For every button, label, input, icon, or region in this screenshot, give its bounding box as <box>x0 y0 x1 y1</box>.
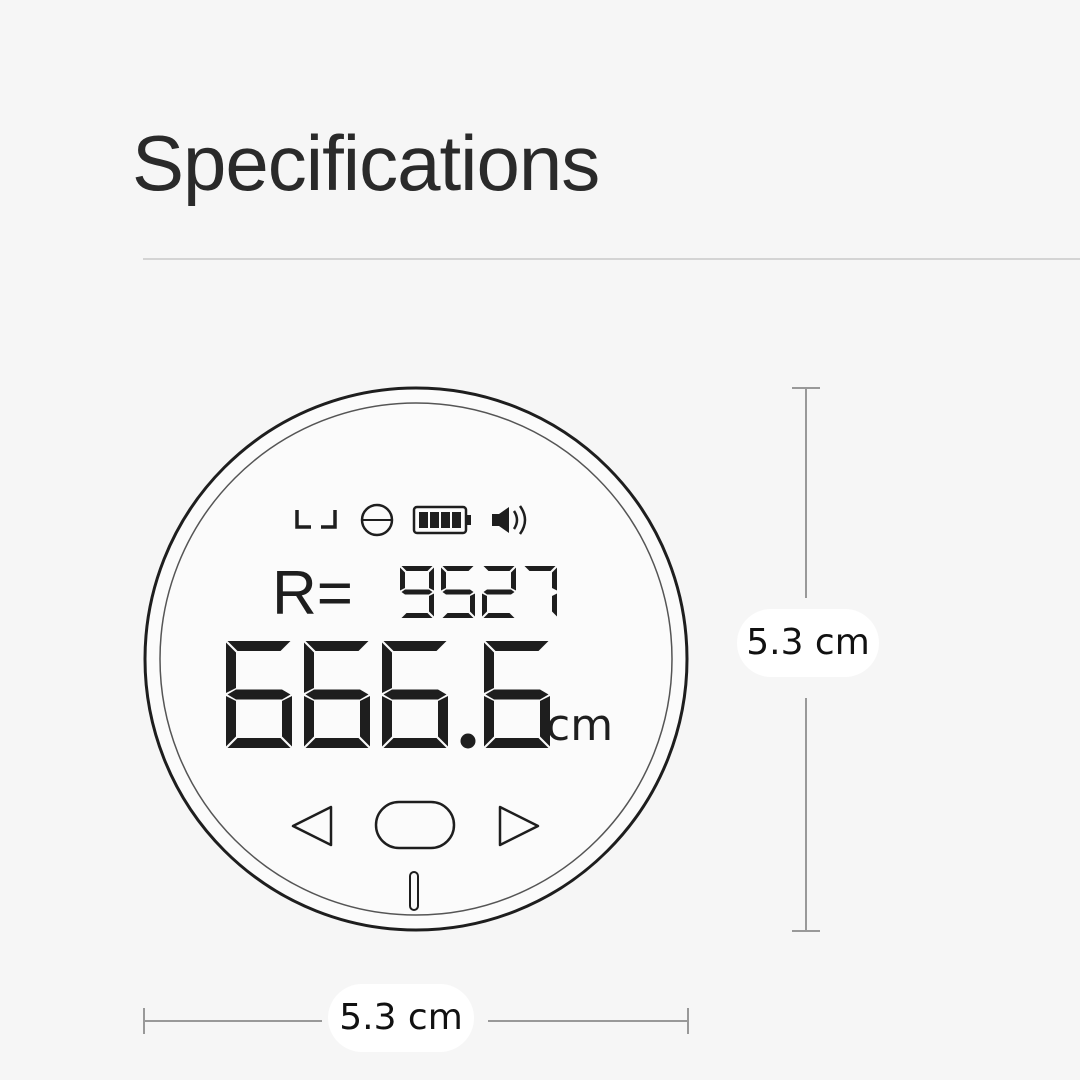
segment-e <box>382 696 392 747</box>
digit-2 <box>482 566 516 618</box>
segment-f <box>484 642 494 693</box>
segment-f <box>382 642 392 693</box>
radius-label: R= <box>272 559 353 628</box>
segment-g <box>483 589 515 595</box>
segment-g <box>227 689 291 700</box>
segment-c <box>429 593 434 617</box>
device-outer-ring <box>143 386 689 932</box>
bracket-mode-icon <box>295 510 337 529</box>
segment-f <box>441 567 446 591</box>
center-button[interactable] <box>374 800 456 850</box>
segment-d <box>305 738 369 748</box>
battery-full-icon <box>412 505 471 535</box>
right-arrow-button[interactable] <box>498 805 540 847</box>
digit-6 <box>226 641 292 748</box>
segment-a <box>524 566 556 571</box>
segment-c <box>438 696 448 747</box>
segment-b <box>429 567 434 591</box>
divider <box>143 258 1080 260</box>
segment-f <box>400 567 405 591</box>
segment-g <box>401 589 433 595</box>
digit-6 <box>484 641 550 748</box>
segment-e <box>304 696 314 747</box>
segment-c <box>470 593 475 617</box>
page-title: Specifications <box>132 119 600 207</box>
left-arrow-button[interactable] <box>291 805 333 847</box>
segment-b <box>511 567 516 591</box>
segment-g <box>485 689 549 700</box>
segment-c <box>360 696 370 747</box>
segment-g <box>383 689 447 700</box>
device-inner-ring <box>159 402 673 916</box>
segment-a <box>227 641 291 651</box>
segment-a <box>485 641 549 651</box>
decimal-point <box>460 733 476 749</box>
segment-e <box>482 593 487 617</box>
segment-d <box>383 738 447 748</box>
segment-a <box>483 566 515 571</box>
segment-f <box>226 642 236 693</box>
radius-value-display <box>400 566 557 618</box>
width-label: 5.3 cm <box>328 984 474 1052</box>
segment-g <box>442 589 474 595</box>
segment-d <box>442 613 474 618</box>
segment-c <box>552 593 557 617</box>
height-label: 5.3 cm <box>737 609 879 677</box>
segment-g <box>305 689 369 700</box>
segment-a <box>442 566 474 571</box>
main-value-display <box>226 641 550 749</box>
digit-7 <box>524 566 557 617</box>
segment-a <box>383 641 447 651</box>
segment-e <box>226 696 236 747</box>
segment-c <box>540 696 550 747</box>
speaker-icon <box>492 505 527 535</box>
unit-label: cm <box>546 700 613 751</box>
segment-b <box>552 567 557 591</box>
segment-f <box>304 642 314 693</box>
segment-d <box>483 613 515 618</box>
segment-a <box>401 566 433 571</box>
digit-5 <box>441 566 475 618</box>
digit-6 <box>304 641 370 748</box>
segment-c <box>282 696 292 747</box>
segment-e <box>484 696 494 747</box>
height-dimension-line <box>792 387 820 932</box>
segment-a <box>305 641 369 651</box>
width-dimension-line <box>143 1008 689 1034</box>
segment-d <box>485 738 549 748</box>
digit-9 <box>400 566 434 618</box>
laser-slot <box>409 871 419 911</box>
segment-d <box>401 613 433 618</box>
digit-6 <box>382 641 448 748</box>
circle-line-icon <box>360 503 394 537</box>
segment-d <box>227 738 291 748</box>
